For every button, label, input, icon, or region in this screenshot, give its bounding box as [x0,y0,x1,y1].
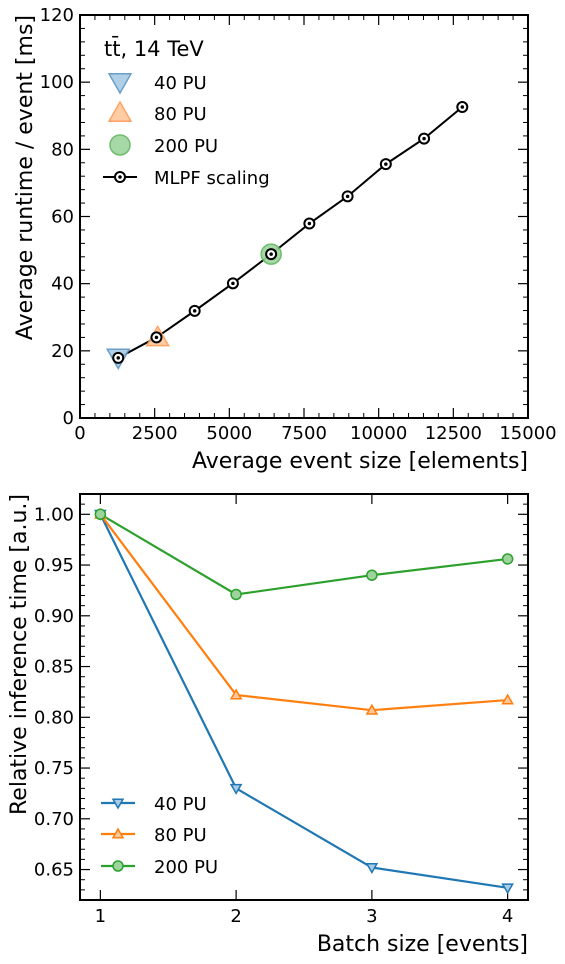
mlpf-point-center [269,252,273,256]
mlpf-point-center [460,105,465,109]
x-tick-label: 7500 [281,423,327,444]
x-tick-label: 2 [230,906,241,927]
y-tick-label: 0.75 [34,758,74,779]
x-axis-label: Average event size [elements] [192,449,528,474]
legend-label: 80 PU [154,825,207,846]
legend-label: 40 PU [154,794,207,815]
mlpf-point-center [422,136,426,141]
y-tick-label: 20 [51,341,74,362]
chart-annotation: tt̄, 14 TeV [104,36,204,61]
legend-marker-0 [107,73,133,95]
y-tick-label: 0.80 [34,707,74,728]
legend-marker-1 [107,100,133,122]
series-point-1 [501,693,514,705]
mlpf-point-center [345,194,350,199]
y-tick-label: 120 [40,5,74,26]
x-axis-label: Batch size [events] [317,932,528,957]
x-tick-label: 2500 [132,423,178,444]
x-tick-label: 1 [95,906,106,927]
series-point-1 [365,703,379,715]
mlpf-point-center [307,221,312,226]
legend-label: 40 PU [154,73,207,94]
x-tick-label: 3 [366,906,377,927]
series-point-2 [94,508,107,521]
legend-marker-2 [109,134,131,156]
y-tick-label: 0.65 [34,860,74,881]
y-axis-label: Relative inference time [a.u.] [7,494,32,815]
top-plot-frame [79,14,529,419]
series-point-2 [230,588,242,601]
y-tick-label: 0.70 [34,809,74,830]
top-chart: 0 2500 5000 7500 10000 12500 15000 0 20 40 60 80 100… [13,5,557,474]
series-point-2 [501,553,514,565]
x-tick-label: 4 [502,906,513,927]
x-tick-label: 15000 [499,423,556,444]
legend-label: MLPF scaling [154,168,270,189]
y-tick-label: 1.00 [34,504,74,525]
series-point-0 [501,883,514,895]
legend-mlpf-marker-center [118,175,122,179]
mlpf-point-center [154,335,159,340]
y-tick-label: 80 [51,139,74,160]
series-line-0 [99,513,508,889]
legend-marker-2 [112,860,124,872]
y-tick-label: 0.95 [34,555,74,576]
legend-marker-0 [111,798,125,810]
x-tick-label: 0 [74,423,85,444]
bottom-plot-frame [79,493,529,901]
x-tick-label: 10000 [350,423,407,444]
series-line-2 [99,513,508,596]
series-point-2 [366,569,378,581]
mlpf-point-center [384,162,388,166]
mlpf-scaling-line [117,106,463,359]
legend-label: 200 PU [154,857,218,878]
legend-label: 200 PU [154,136,218,157]
y-axis-label: Average runtime / event [ms] [13,15,38,340]
bottom-chart: 1 2 3 4 0.65 0.70 0.75 0.80 0.85 0.90 0.95 1.00 Batc… [7,493,529,957]
mlpf-point-center [231,281,235,286]
y-tick-label: 0.85 [34,657,74,678]
legend-label: 80 PU [154,104,207,125]
mlpf-point-center [192,309,197,313]
x-tick-label: 12500 [425,423,482,444]
series-point-1 [229,688,243,700]
series-point-0 [229,783,243,795]
y-tick-label: 0.90 [34,606,74,627]
y-tick-label: 60 [51,207,74,228]
y-tick-label: 100 [40,72,74,93]
y-tick-label: 40 [51,274,74,295]
legend-marker-1 [111,827,125,839]
y-tick-label: 0 [63,408,74,429]
series-line-1 [99,513,508,712]
x-tick-label: 5000 [206,423,252,444]
mlpf-point-center [116,356,120,360]
series-point-0 [365,863,379,875]
